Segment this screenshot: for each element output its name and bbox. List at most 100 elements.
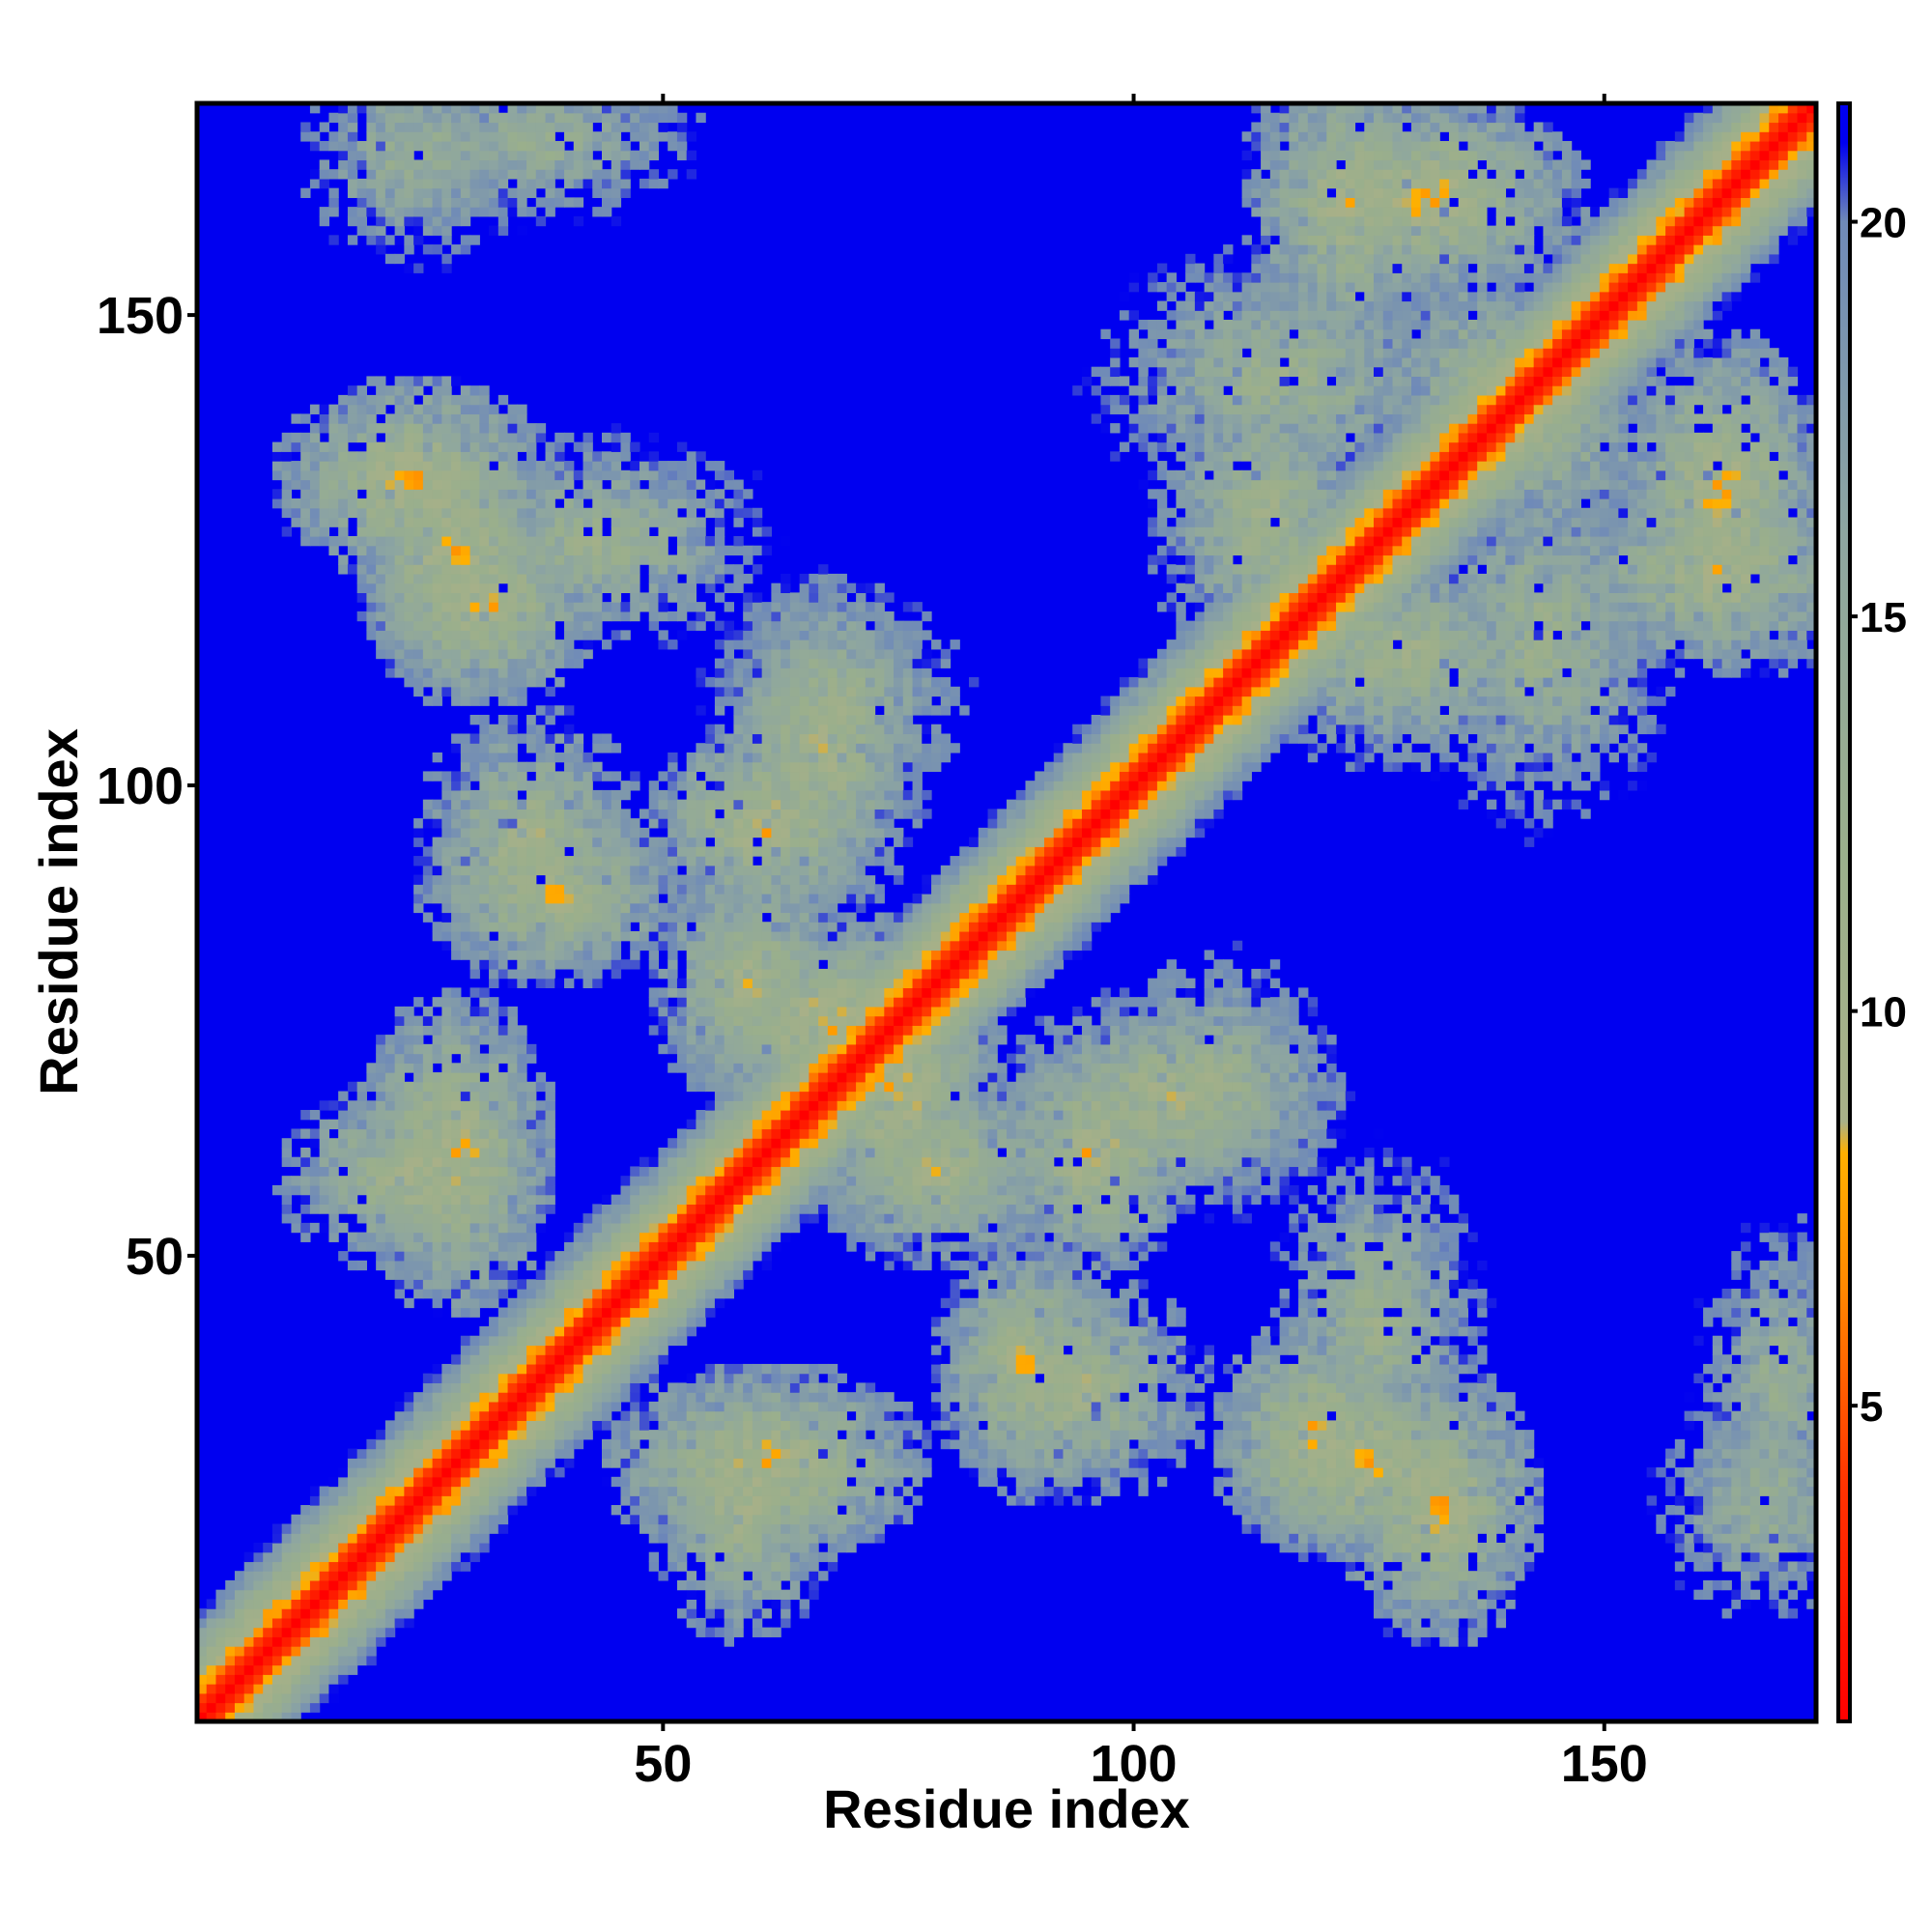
heatmap-cell xyxy=(535,639,547,650)
heatmap-cell xyxy=(733,1627,744,1637)
heatmap-cell xyxy=(366,150,377,161)
heatmap-cell xyxy=(752,1091,763,1101)
heatmap-cell xyxy=(705,912,716,923)
heatmap-cell xyxy=(676,1063,688,1073)
heatmap-cell xyxy=(432,799,442,810)
heatmap-cell xyxy=(451,1438,462,1450)
heatmap-cell xyxy=(441,1166,452,1177)
heatmap-cell xyxy=(752,1430,763,1440)
heatmap-cell xyxy=(489,1176,499,1186)
heatmap-cell xyxy=(441,874,452,885)
heatmap-cell xyxy=(582,112,593,124)
heatmap-cell xyxy=(432,225,442,236)
heatmap-cell xyxy=(620,187,631,198)
heatmap-cell xyxy=(639,517,650,527)
heatmap-cell xyxy=(451,1128,462,1139)
heatmap-cell xyxy=(554,1382,565,1393)
heatmap-cell xyxy=(422,1495,434,1506)
heatmap-cell xyxy=(234,1692,245,1704)
heatmap-cell xyxy=(658,1006,668,1017)
heatmap-cell xyxy=(686,479,697,490)
heatmap-cell xyxy=(460,432,471,443)
heatmap-cell xyxy=(676,1495,688,1506)
heatmap-cell xyxy=(611,602,622,612)
heatmap-cell xyxy=(554,1289,565,1299)
heatmap-cell xyxy=(356,187,367,198)
heatmap-cell xyxy=(404,1204,414,1214)
heatmap-cell xyxy=(225,1655,236,1666)
heatmap-cell xyxy=(545,1392,555,1403)
heatmap-cell xyxy=(620,789,631,801)
heatmap-cell xyxy=(752,696,763,706)
heatmap-cell xyxy=(451,1269,462,1280)
heatmap-cell xyxy=(611,827,622,838)
heatmap-cell xyxy=(686,1279,697,1290)
heatmap-cell xyxy=(630,1317,640,1327)
heatmap-cell xyxy=(592,545,603,556)
heatmap-cell xyxy=(432,874,442,885)
heatmap-cell xyxy=(620,1307,631,1318)
heatmap-cell xyxy=(714,930,725,942)
heatmap-cell xyxy=(602,1476,612,1488)
heatmap-cell xyxy=(489,479,499,490)
heatmap-cell xyxy=(356,1542,367,1553)
heatmap-cell xyxy=(761,1166,772,1177)
heatmap-cell xyxy=(225,1579,236,1591)
heatmap-cell xyxy=(319,1664,330,1675)
heatmap-cell xyxy=(676,1448,688,1459)
heatmap-cell xyxy=(460,507,471,519)
heatmap-cell xyxy=(489,122,499,132)
heatmap-cell xyxy=(489,1401,499,1412)
heatmap-cell xyxy=(384,1091,396,1101)
heatmap-cell xyxy=(696,1420,706,1431)
heatmap-cell xyxy=(281,507,293,519)
heatmap-cell xyxy=(611,1430,622,1440)
heatmap-cell xyxy=(582,140,593,152)
heatmap-cell xyxy=(705,1176,716,1186)
heatmap-cell xyxy=(197,1664,208,1675)
heatmap-cell xyxy=(347,498,358,509)
heatmap-cell xyxy=(573,131,584,142)
heatmap-cell xyxy=(743,818,753,829)
heatmap-cell xyxy=(441,225,452,236)
heatmap-cell xyxy=(630,1232,640,1242)
heatmap-cell xyxy=(404,122,414,132)
heatmap-cell xyxy=(413,1486,424,1496)
heatmap-cell xyxy=(602,827,612,838)
heatmap-cell xyxy=(422,884,434,895)
heatmap-cell xyxy=(319,517,330,527)
heatmap-cell xyxy=(733,771,744,781)
heatmap-cell xyxy=(422,1222,434,1234)
heatmap-cell xyxy=(384,545,396,556)
heatmap-cell xyxy=(564,799,575,810)
heatmap-cell xyxy=(733,1579,744,1591)
heatmap-cell xyxy=(497,1072,509,1083)
heatmap-cell xyxy=(668,1533,678,1544)
heatmap-cell xyxy=(489,997,499,1008)
heatmap-cell xyxy=(413,1081,424,1093)
heatmap-cell xyxy=(535,545,547,556)
heatmap-cell xyxy=(630,912,640,923)
heatmap-cell xyxy=(356,1184,367,1196)
heatmap-cell xyxy=(611,592,622,603)
heatmap-cell xyxy=(347,187,358,198)
heatmap-cell xyxy=(460,1430,471,1440)
heatmap-cell xyxy=(658,122,668,132)
heatmap-cell xyxy=(451,535,462,547)
heatmap-cell xyxy=(573,1345,584,1355)
heatmap-cell xyxy=(441,187,452,198)
heatmap-cell xyxy=(676,846,688,857)
heatmap-cell xyxy=(648,1297,660,1309)
heatmap-cell xyxy=(384,1448,396,1459)
heatmap-cell xyxy=(489,865,499,876)
heatmap-cell xyxy=(451,244,462,255)
heatmap-cell xyxy=(441,1410,452,1421)
heatmap-cell xyxy=(507,479,518,490)
heatmap-cell xyxy=(526,507,537,519)
heatmap-cell xyxy=(451,781,462,791)
heatmap-cell xyxy=(507,1410,518,1421)
heatmap-cell xyxy=(752,1147,763,1158)
heatmap-cell xyxy=(592,809,603,819)
heatmap-cell xyxy=(441,1467,452,1478)
heatmap-cell xyxy=(733,1523,744,1534)
